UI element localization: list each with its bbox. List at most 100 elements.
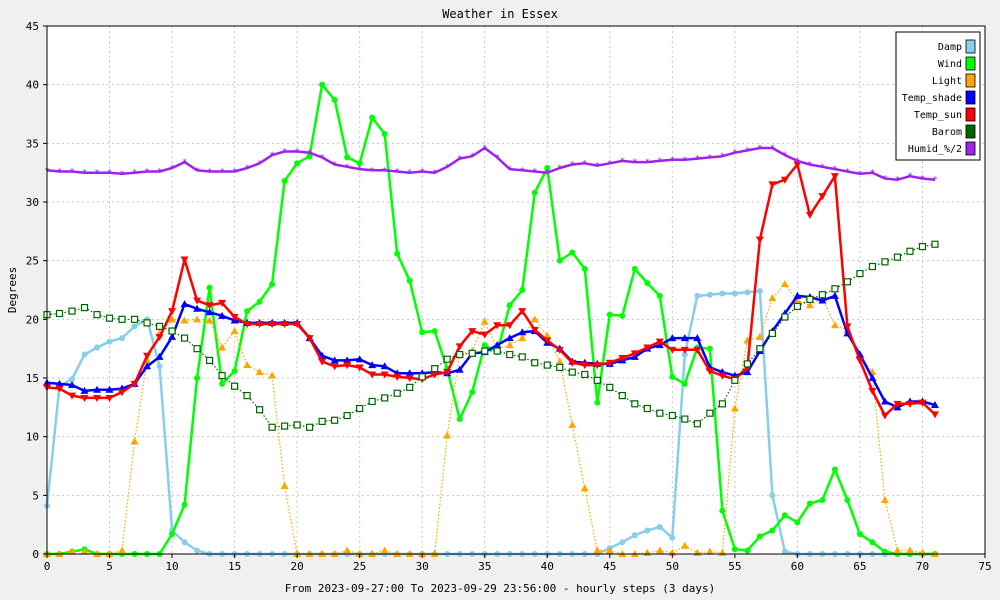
data-point-temp-shade (330, 356, 339, 364)
legend-swatch-temp-sun (965, 107, 976, 122)
data-point-barom (381, 394, 389, 402)
data-point-barom (843, 278, 852, 286)
data-point-barom (543, 361, 551, 369)
y-tick-label: 30 (26, 196, 39, 209)
data-point-humid-2: * (195, 166, 200, 176)
data-point-barom (456, 350, 464, 359)
data-point-wind (844, 497, 851, 504)
data-point-temp-sun (155, 333, 164, 341)
data-point-barom (606, 383, 614, 391)
data-point-damp (781, 548, 788, 555)
x-tick-label: 25 (353, 560, 366, 573)
data-point-barom (243, 392, 251, 400)
data-point-light (280, 481, 289, 489)
data-point-temp-sun (580, 362, 589, 370)
data-point-temp-sun (480, 331, 489, 339)
data-point-damp (656, 524, 663, 531)
data-point-humid-2: * (620, 157, 625, 167)
data-point-damp (631, 532, 638, 539)
data-point-humid-2: * (633, 158, 638, 168)
data-point-wind (631, 265, 638, 272)
data-point-humid-2: * (132, 169, 137, 179)
data-point-temp-sun (780, 176, 789, 184)
data-point-light (655, 546, 664, 554)
data-point-damp (156, 363, 163, 370)
x-tick-label: 35 (478, 560, 491, 573)
data-point-wind (306, 153, 313, 160)
legend-swatch-barom (965, 124, 976, 139)
data-point-damp (681, 351, 688, 358)
data-point-wind (831, 466, 838, 473)
data-point-wind (756, 533, 763, 540)
data-point-temp-sun (143, 352, 152, 360)
data-point-barom (731, 376, 739, 384)
x-tick-label: 10 (165, 560, 178, 573)
data-point-humid-2: * (533, 167, 538, 177)
data-point-wind (794, 519, 801, 526)
data-point-barom (155, 322, 164, 330)
data-point-temp-sun (543, 337, 552, 345)
data-point-wind (281, 177, 288, 184)
data-point-humid-2: * (583, 159, 588, 169)
data-point-wind (394, 250, 401, 257)
data-point-temp-shade (405, 369, 414, 377)
data-point-temp-sun (105, 394, 114, 402)
x-tick-label: 20 (291, 560, 304, 573)
data-point-humid-2: * (407, 169, 412, 179)
data-point-barom (268, 423, 276, 431)
data-point-damp (694, 292, 701, 299)
data-point-temp-sun (830, 173, 839, 181)
data-point-temp-shade (80, 386, 89, 394)
data-point-humid-2: * (883, 175, 888, 185)
data-point-humid-2: * (270, 151, 275, 161)
data-point-barom (443, 355, 451, 363)
data-point-damp (719, 290, 726, 297)
data-point-humid-2: * (107, 169, 112, 179)
data-point-damp (106, 338, 113, 345)
data-point-light (555, 357, 564, 365)
data-point-barom (806, 295, 814, 303)
data-point-damp (181, 539, 188, 546)
data-point-barom (556, 363, 564, 372)
data-point-humid-2: * (758, 144, 763, 154)
x-tick-label: 0 (44, 560, 51, 573)
data-point-temp-sun (230, 313, 239, 321)
data-point-temp-shade (880, 397, 889, 405)
data-point-temp-shade (668, 334, 677, 342)
data-point-temp-sun (768, 181, 777, 189)
data-point-wind (719, 507, 726, 514)
data-point-temp-sun (355, 364, 364, 372)
x-tick-label: 5 (106, 560, 113, 573)
data-point-light (780, 280, 789, 288)
data-point-humid-2: * (95, 169, 100, 179)
data-point-light (793, 296, 802, 304)
data-point-temp-sun (305, 335, 314, 343)
data-point-wind (419, 329, 426, 336)
y-tick-label: 0 (32, 548, 39, 561)
data-point-light (755, 332, 764, 340)
y-tick-label: 20 (26, 313, 39, 326)
data-point-temp-sun (680, 346, 689, 354)
data-point-temp-sun (905, 400, 914, 408)
legend-label: Wind (938, 59, 962, 70)
data-point-barom (718, 400, 726, 408)
data-point-humid-2: * (432, 169, 437, 179)
data-point-barom (130, 315, 139, 323)
data-point-temp-shade (368, 361, 377, 369)
x-tick-label: 65 (853, 560, 866, 573)
data-point-temp-sun (130, 380, 139, 388)
data-point-barom (231, 382, 239, 390)
data-point-wind (506, 302, 513, 309)
data-point-temp-shade (830, 291, 839, 299)
data-point-barom (143, 319, 151, 327)
data-point-temp-shade (193, 304, 202, 312)
y-axis-label: Degrees (6, 267, 19, 313)
data-point-humid-2: * (870, 169, 875, 179)
data-point-temp-sun (180, 256, 189, 264)
data-point-humid-2: * (733, 149, 738, 159)
legend-swatch-humid-2 (965, 141, 976, 156)
y-tick-label: 10 (26, 431, 39, 444)
data-point-temp-sun (793, 161, 802, 169)
data-point-barom (318, 417, 326, 426)
data-point-barom (881, 258, 889, 266)
